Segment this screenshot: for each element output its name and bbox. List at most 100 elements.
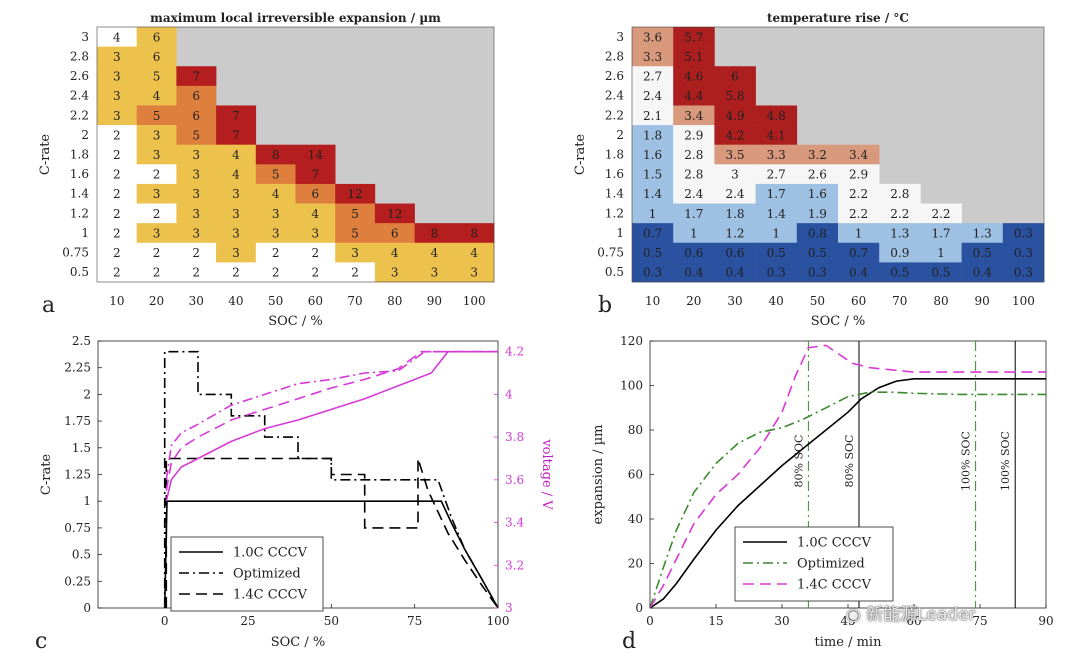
panel-b-cell [755, 262, 798, 283]
panel-b-cell-label: 2.4 [725, 187, 744, 201]
panel-a-cell-label: 5 [153, 109, 161, 123]
panel-d-annotation-label: 80% SOC [792, 435, 805, 488]
panel-a-xtick-label: 70 [347, 294, 362, 308]
panel-a-cell [136, 125, 177, 145]
panel-b-cell [879, 223, 921, 244]
panel-b-cell [755, 125, 798, 145]
panel-b-cell [714, 125, 756, 145]
panel-a-cell [374, 242, 415, 263]
panel-a-ytick-label: 3 [81, 30, 89, 44]
panel-d-annotation-label: 100% SOC [999, 431, 1012, 491]
panel-a-cell [176, 125, 217, 145]
panel-b-cell [714, 105, 756, 126]
panel-d-legend: 1.0C CCCV Optimized 1.4C CCCV [734, 526, 894, 602]
panel-d-ytick-label: 20 [628, 557, 643, 571]
panel-a-cell [295, 144, 336, 165]
panel-b-cell [796, 242, 839, 263]
panel-b-cell-label: 0.3 [1014, 246, 1033, 260]
panel-a-cell-label: 3 [351, 246, 359, 260]
panel-a-cell-label: 3 [391, 266, 399, 280]
panel-a-heatmap: 4 63 63 5 73 4 63 5 6 72 3 5 72 3 3 4 8 142 2 3 4 5 72 3 3 3 4 6 122… [38, 11, 495, 329]
panel-a-cell [176, 262, 217, 283]
panel-b-cell [920, 262, 962, 283]
panel-a-ytick-label: 0.75 [62, 246, 89, 260]
watermark-text: 新能源Leader [866, 605, 976, 625]
panel-b-cell-label: 1.4 [767, 207, 786, 221]
panel-a-cell-label: 4 [431, 246, 439, 260]
panel-c-ytick-label: 2.5 [72, 334, 91, 348]
panel-a-cell-label: 7 [232, 109, 240, 123]
panel-a-cell-label: 6 [312, 187, 320, 201]
panel-b-cell-label: 1.7 [767, 187, 786, 201]
panel-b-cell-label: 3.4 [849, 148, 868, 162]
panel-a-cell [136, 66, 177, 87]
panel-a-cell [335, 262, 376, 283]
panel-a-ytick-label: 2.2 [70, 108, 89, 122]
panel-b-cell-label: 0.7 [849, 246, 868, 260]
panel-a-cell-label: 2 [113, 226, 121, 240]
panel-a-xtick-label: 60 [308, 294, 323, 308]
panel-a-ytick-label: 2.4 [70, 89, 89, 103]
panel-b-cell [796, 262, 839, 283]
panel-a-cell [97, 262, 137, 283]
panel-a-cell-label: 4 [113, 30, 121, 44]
panel-a-cell-label: 3 [153, 226, 161, 240]
panel-b-cell [755, 203, 798, 224]
panel-a-cell-label: 6 [153, 50, 161, 64]
panel-b-cell [961, 223, 1004, 244]
panel-a-cell-label: 6 [391, 226, 399, 240]
panel-b-cell [755, 183, 798, 204]
panel-b-cell-label: 1.2 [725, 226, 744, 240]
panel-b-cell-label: 5.8 [725, 89, 744, 103]
panel-b-cell-label: 2.4 [643, 89, 662, 103]
panel-a-cell [176, 203, 217, 224]
panel-a-ytick-label: 2 [81, 128, 89, 142]
panel-b-cell [961, 242, 1004, 263]
panel-b-cell-label: 1.8 [643, 128, 662, 142]
panel-b-xtick-label: 20 [686, 294, 701, 308]
panel-a-xtick-label: 20 [149, 294, 164, 308]
panel-b-cell [796, 164, 839, 185]
panel-a-cell [295, 183, 336, 204]
panel-b-cell-label: 2.4 [684, 187, 703, 201]
panel-b-cell [673, 27, 715, 47]
panel-b-cell [673, 85, 715, 106]
panel-a-cell [414, 242, 455, 263]
panel-b-cell-label: 0.4 [973, 266, 992, 280]
panel-c-ytick-label: 1.25 [64, 468, 91, 482]
panel-b-cell [796, 203, 839, 224]
panel-a-cell-label: 3 [192, 226, 200, 240]
panel-b-cell-label: 3.3 [767, 148, 786, 162]
panel-a-cell [295, 262, 336, 283]
panel-a-cell [295, 164, 336, 185]
panel-a-cell [136, 223, 177, 244]
panel-a-cell [295, 203, 336, 224]
panel-d-ytick-label: 0 [635, 601, 643, 615]
panel-a-cell-label: 2 [153, 207, 161, 221]
panel-b-cell-label: 1 [690, 226, 698, 240]
panel-b-cell [879, 183, 921, 204]
panel-b-cell [838, 164, 880, 185]
panel-b-cell [1002, 223, 1045, 244]
panel-b-cell [961, 262, 1004, 283]
panel-a-cell-label: 3 [232, 226, 240, 240]
panel-a-cell [216, 223, 257, 244]
panel-a-frame [96, 26, 495, 283]
panel-c-series-line [163, 350, 499, 609]
panel-b-cell [714, 66, 756, 87]
panel-a-cell [97, 242, 137, 263]
panel-b-ytick-label: 1.6 [605, 167, 624, 181]
panel-d-line-chart: 80% SOC 80% SOC 100% SOC 100% SOC 0 20 40 60 80 1… [591, 334, 1054, 650]
panel-a-cell-label: 3 [192, 187, 200, 201]
panel-a-cell [97, 27, 137, 47]
panel-b-cell-label: 2.6 [808, 168, 827, 182]
panel-b-cell [920, 242, 962, 263]
panel-c-xtick-label: 75 [407, 614, 422, 628]
watermark-icon: ◉ [846, 605, 867, 625]
panel-a-cell-label: 3 [431, 266, 439, 280]
panel-b-cell-label: 0.5 [890, 266, 909, 280]
panel-a-cell [97, 164, 137, 185]
panel-a-cell-label: 3 [113, 50, 121, 64]
panel-c-legend: 1.0C CCCV Optimized 1.4C CCCV [170, 536, 324, 612]
panel-a-cell [176, 66, 217, 87]
